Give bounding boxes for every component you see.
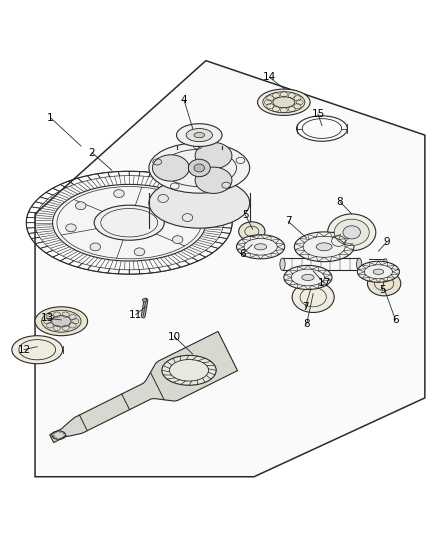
Ellipse shape — [273, 97, 295, 108]
Polygon shape — [50, 332, 237, 442]
Ellipse shape — [280, 258, 285, 270]
Ellipse shape — [343, 226, 360, 239]
Ellipse shape — [182, 214, 193, 222]
Ellipse shape — [373, 269, 384, 274]
Text: 4: 4 — [180, 95, 187, 105]
Text: 7: 7 — [285, 216, 292, 227]
Ellipse shape — [294, 232, 354, 262]
Text: 10: 10 — [168, 332, 181, 342]
Ellipse shape — [94, 205, 164, 240]
Ellipse shape — [152, 155, 189, 181]
Ellipse shape — [53, 184, 206, 261]
Ellipse shape — [158, 195, 168, 203]
Ellipse shape — [195, 142, 232, 169]
Ellipse shape — [188, 159, 210, 177]
Text: 6: 6 — [239, 249, 246, 259]
Ellipse shape — [114, 190, 124, 198]
Text: 8: 8 — [336, 197, 343, 207]
Ellipse shape — [384, 259, 387, 265]
Ellipse shape — [334, 219, 369, 246]
Text: 12: 12 — [18, 345, 31, 355]
Ellipse shape — [162, 356, 216, 385]
Ellipse shape — [149, 143, 250, 193]
Text: 15: 15 — [311, 109, 325, 119]
Ellipse shape — [292, 282, 334, 312]
Ellipse shape — [35, 307, 88, 336]
Ellipse shape — [149, 178, 250, 228]
Ellipse shape — [194, 133, 205, 138]
Text: 1: 1 — [47, 112, 54, 123]
Text: 5: 5 — [379, 285, 386, 295]
Ellipse shape — [194, 164, 205, 172]
Ellipse shape — [52, 316, 71, 327]
Ellipse shape — [75, 202, 86, 209]
Ellipse shape — [367, 271, 401, 296]
Ellipse shape — [142, 298, 147, 302]
Ellipse shape — [66, 224, 76, 232]
Text: 11: 11 — [129, 310, 142, 320]
Ellipse shape — [177, 124, 222, 147]
Ellipse shape — [42, 310, 81, 332]
Text: 13: 13 — [41, 313, 54, 323]
Ellipse shape — [173, 236, 183, 244]
Ellipse shape — [195, 167, 232, 193]
Ellipse shape — [239, 222, 265, 241]
Ellipse shape — [325, 231, 352, 251]
Ellipse shape — [258, 89, 310, 115]
Text: 8: 8 — [303, 319, 310, 329]
Text: 7: 7 — [302, 302, 309, 312]
Ellipse shape — [254, 244, 267, 250]
Text: 9: 9 — [383, 237, 390, 247]
Text: 2: 2 — [88, 148, 95, 158]
Text: 17: 17 — [318, 278, 331, 288]
Ellipse shape — [357, 258, 362, 270]
Ellipse shape — [357, 261, 399, 282]
Ellipse shape — [302, 274, 314, 280]
Polygon shape — [35, 61, 425, 477]
Text: 6: 6 — [392, 315, 399, 325]
Ellipse shape — [186, 128, 212, 142]
Ellipse shape — [328, 214, 376, 251]
Ellipse shape — [134, 248, 145, 256]
Ellipse shape — [263, 92, 305, 113]
Ellipse shape — [284, 265, 332, 289]
Text: 14: 14 — [263, 72, 276, 82]
Ellipse shape — [12, 336, 63, 364]
Ellipse shape — [237, 235, 285, 259]
Ellipse shape — [316, 243, 332, 251]
Ellipse shape — [90, 243, 101, 251]
Text: 5: 5 — [242, 210, 249, 220]
